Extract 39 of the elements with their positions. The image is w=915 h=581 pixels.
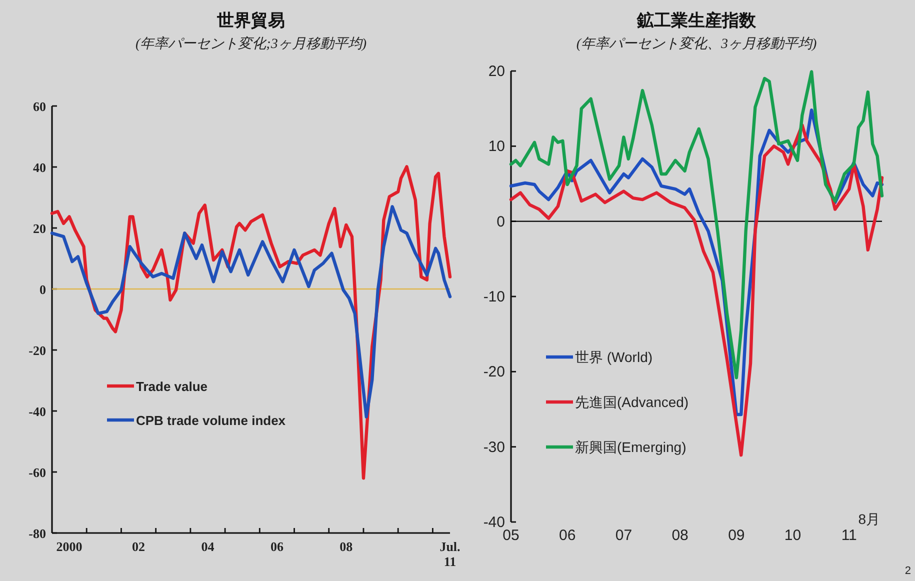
y-tick-label: -30	[483, 438, 505, 456]
y-tick-label: -60	[28, 465, 46, 480]
x-tick-label: Jul. 11	[440, 539, 460, 569]
y-tick-label: 20	[488, 63, 505, 80]
x-tick-label: 02	[132, 539, 146, 554]
y-tick-label: -20	[483, 364, 505, 381]
chart-title: 鉱工業生産指数	[636, 11, 757, 30]
x-tick-label: 04	[201, 539, 215, 554]
y-tick-label: -10	[483, 288, 505, 306]
y-tick-label: -80	[28, 526, 46, 541]
x-tick-label: 11	[841, 527, 857, 544]
x-tick-label: 2000	[56, 539, 82, 554]
x-tick-label: 05	[502, 527, 520, 544]
x-tick-label: 08	[672, 527, 688, 544]
y-tick-label: 60	[33, 99, 46, 114]
y-tick-label: 0	[40, 282, 46, 297]
y-tick-label: 40	[33, 160, 46, 175]
chart-subtitle: (年率パーセント変化、3ヶ月移動平均)	[576, 36, 817, 52]
x-tick-label: 06	[559, 527, 576, 544]
y-tick-label: 0	[496, 213, 505, 230]
y-tick-label: -40	[28, 404, 46, 419]
x-tick-label: 07	[615, 527, 632, 544]
x-tick-label: 10	[784, 527, 802, 544]
x-tick-label: 09	[728, 527, 745, 544]
legend-label: 世界 (World)	[575, 349, 653, 365]
y-tick-label: -40	[483, 514, 505, 531]
chart-subtitle: (年率パーセント変化;3ヶ月移動平均)	[136, 36, 367, 52]
chart-title: 世界貿易	[216, 11, 285, 30]
x-tick-label: 08	[340, 539, 354, 554]
legend-label: CPB trade volume index	[136, 413, 286, 428]
legend-label: 新興国(Emerging)	[575, 439, 686, 455]
legend-label: Trade value	[136, 379, 208, 394]
legend-label: 先進国(Advanced)	[575, 394, 689, 410]
text: 2	[904, 565, 911, 577]
annotation: 8月	[858, 511, 880, 527]
y-tick-label: -20	[28, 343, 46, 358]
y-tick-label: 10	[488, 138, 505, 156]
x-tick-label: 06	[270, 539, 284, 554]
y-tick-label: 20	[33, 221, 46, 236]
